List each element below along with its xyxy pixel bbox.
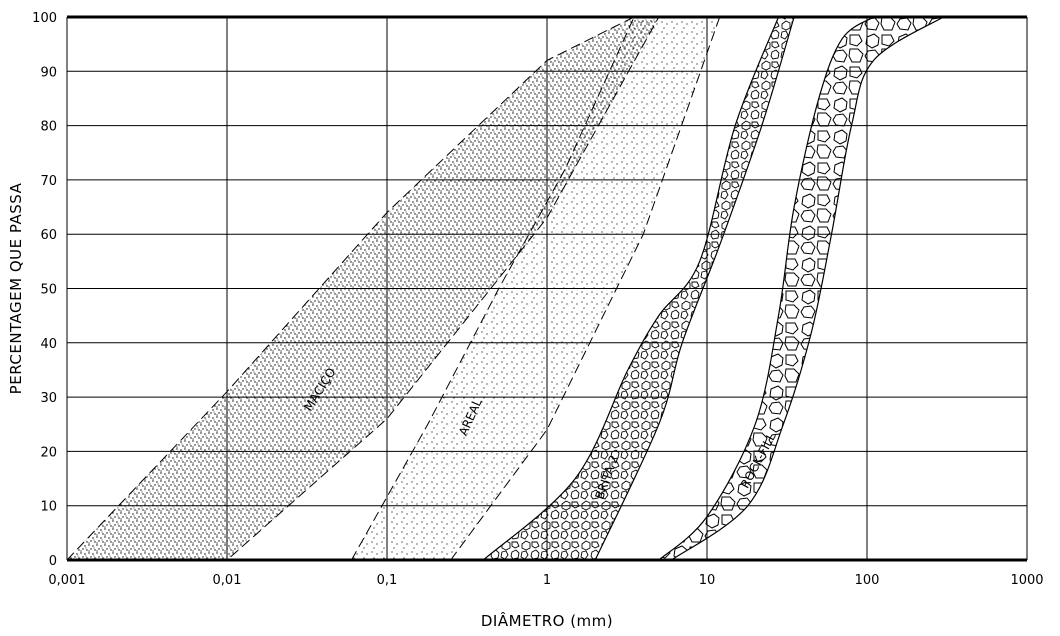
y-tick-label-8: 80 bbox=[40, 120, 57, 135]
y-tick-label-3: 30 bbox=[40, 391, 57, 406]
x-tick-labels: 0,001 0,01 0,1 1 10 100 1000 bbox=[48, 573, 1043, 588]
y-tick-label-9: 90 bbox=[40, 65, 57, 80]
x-tick-label-0: 0,001 bbox=[48, 573, 85, 588]
y-tick-label-10: 100 bbox=[32, 11, 57, 26]
band-macico bbox=[67, 17, 659, 560]
band-brita-2-upper-line bbox=[482, 16, 780, 561]
band-rock-fill-lower-line bbox=[671, 16, 944, 561]
band-brita-2 bbox=[483, 17, 795, 560]
band-rock-fill-upper-line bbox=[658, 16, 874, 561]
x-tick-label-4: 10 bbox=[699, 573, 716, 588]
y-tick-label-4: 40 bbox=[40, 337, 57, 352]
y-tick-label-2: 20 bbox=[40, 445, 57, 460]
band-areal-lower-line bbox=[450, 16, 721, 561]
x-axis-title: DIÂMETRO (mm) bbox=[481, 611, 613, 630]
x-tick-label-3: 1 bbox=[543, 573, 551, 588]
y-tick-label-5: 50 bbox=[40, 283, 57, 298]
x-tick-label-5: 100 bbox=[855, 573, 880, 588]
band-macico-upper-line bbox=[66, 16, 635, 561]
x-tick-label-1: 0,01 bbox=[213, 573, 242, 588]
y-tick-label-6: 60 bbox=[40, 228, 57, 243]
x-tick-label-6: 1000 bbox=[1010, 573, 1043, 588]
y-tick-labels: 0 10 20 30 40 50 60 70 80 90 100 bbox=[32, 11, 57, 569]
band-rock-fill bbox=[658, 17, 944, 560]
band-areal bbox=[351, 17, 720, 560]
band-brita-2-lower-line bbox=[594, 16, 795, 561]
plot-frame bbox=[66, 15, 1028, 562]
bands bbox=[66, 16, 944, 561]
band-areal-upper-line bbox=[351, 16, 635, 561]
y-tick-label-1: 10 bbox=[40, 500, 57, 515]
x-tick-label-2: 0,1 bbox=[377, 573, 398, 588]
y-tick-label-0: 0 bbox=[49, 554, 57, 569]
y-axis-title: PERCENTAGEM QUE PASSA bbox=[7, 182, 25, 394]
y-tick-label-7: 70 bbox=[40, 174, 57, 189]
